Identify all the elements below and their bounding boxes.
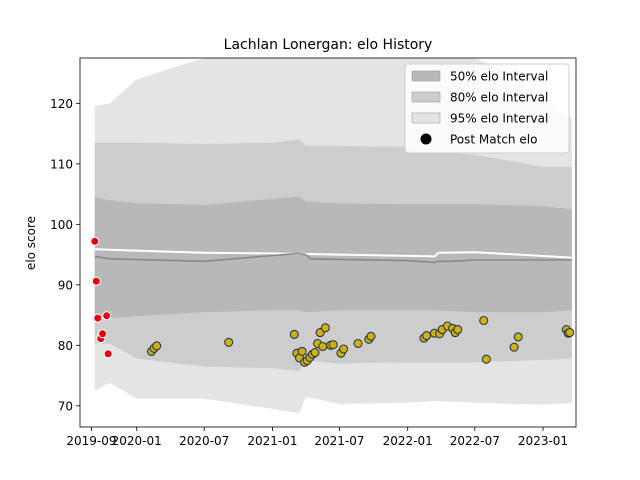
- red-point: [91, 276, 101, 286]
- red-point: [90, 236, 100, 246]
- band-50: [94, 196, 572, 319]
- legend-label: 80% elo Interval: [450, 91, 548, 105]
- yellow-point: [297, 346, 307, 356]
- yellow-point: [422, 331, 432, 341]
- yellow-point: [289, 329, 299, 339]
- x-tick-label: 2019-09: [66, 434, 116, 448]
- yellow-point: [509, 342, 519, 352]
- legend-label: 50% elo Interval: [450, 70, 548, 84]
- y-tick-label: 110: [50, 157, 73, 171]
- y-tick-label: 70: [58, 399, 73, 413]
- yellow-point: [318, 341, 328, 352]
- y-tick-label: 90: [58, 278, 73, 292]
- yellow-point: [339, 344, 349, 354]
- chart-title: Lachlan Lonergan: elo History: [224, 37, 433, 53]
- yellow-point: [152, 341, 162, 351]
- x-tick-label: 2022-01: [383, 434, 433, 448]
- y-tick-label: 80: [58, 339, 73, 353]
- red-point: [102, 311, 112, 321]
- yellow-point: [513, 332, 523, 342]
- upper-white-line: [94, 248, 572, 259]
- yellow-point: [481, 354, 491, 364]
- legend-label: Post Match elo: [450, 133, 537, 147]
- yellow-point: [479, 315, 489, 326]
- legend-box: [404, 63, 570, 154]
- x-tick-label: 2021-07: [314, 434, 364, 448]
- yellow-point: [353, 338, 363, 349]
- yellow-point: [310, 348, 320, 358]
- legend-swatch: [411, 70, 441, 82]
- yellow-point: [366, 331, 376, 341]
- legend-swatch: [411, 91, 441, 103]
- red-point: [93, 313, 103, 323]
- red-point: [103, 349, 113, 359]
- y-axis-label: elo score: [24, 216, 38, 270]
- x-tick-label: 2021-01: [247, 434, 297, 448]
- yellow-point: [453, 325, 463, 335]
- yellow-point: [320, 323, 330, 333]
- mean-elo-line: [94, 252, 572, 264]
- yellow-point: [224, 337, 234, 347]
- yellow-point: [565, 328, 575, 338]
- x-tick-label: 2022-07: [450, 434, 500, 448]
- legend-marker: [420, 133, 432, 145]
- plot-frame: [79, 57, 577, 428]
- red-point: [98, 329, 108, 339]
- yellow-point: [328, 340, 338, 350]
- legend-label: 95% elo Interval: [450, 112, 548, 126]
- x-tick-label: 2020-07: [179, 434, 229, 448]
- x-tick-label: 2023-01: [518, 434, 568, 448]
- legend-swatch: [411, 112, 441, 124]
- legend: 50% elo Interval 80% elo Interval 95% elo …: [404, 63, 570, 154]
- y-tick-label: 100: [50, 218, 73, 232]
- x-tick-label: 2020-01: [112, 434, 162, 448]
- y-tick-label: 120: [50, 97, 73, 111]
